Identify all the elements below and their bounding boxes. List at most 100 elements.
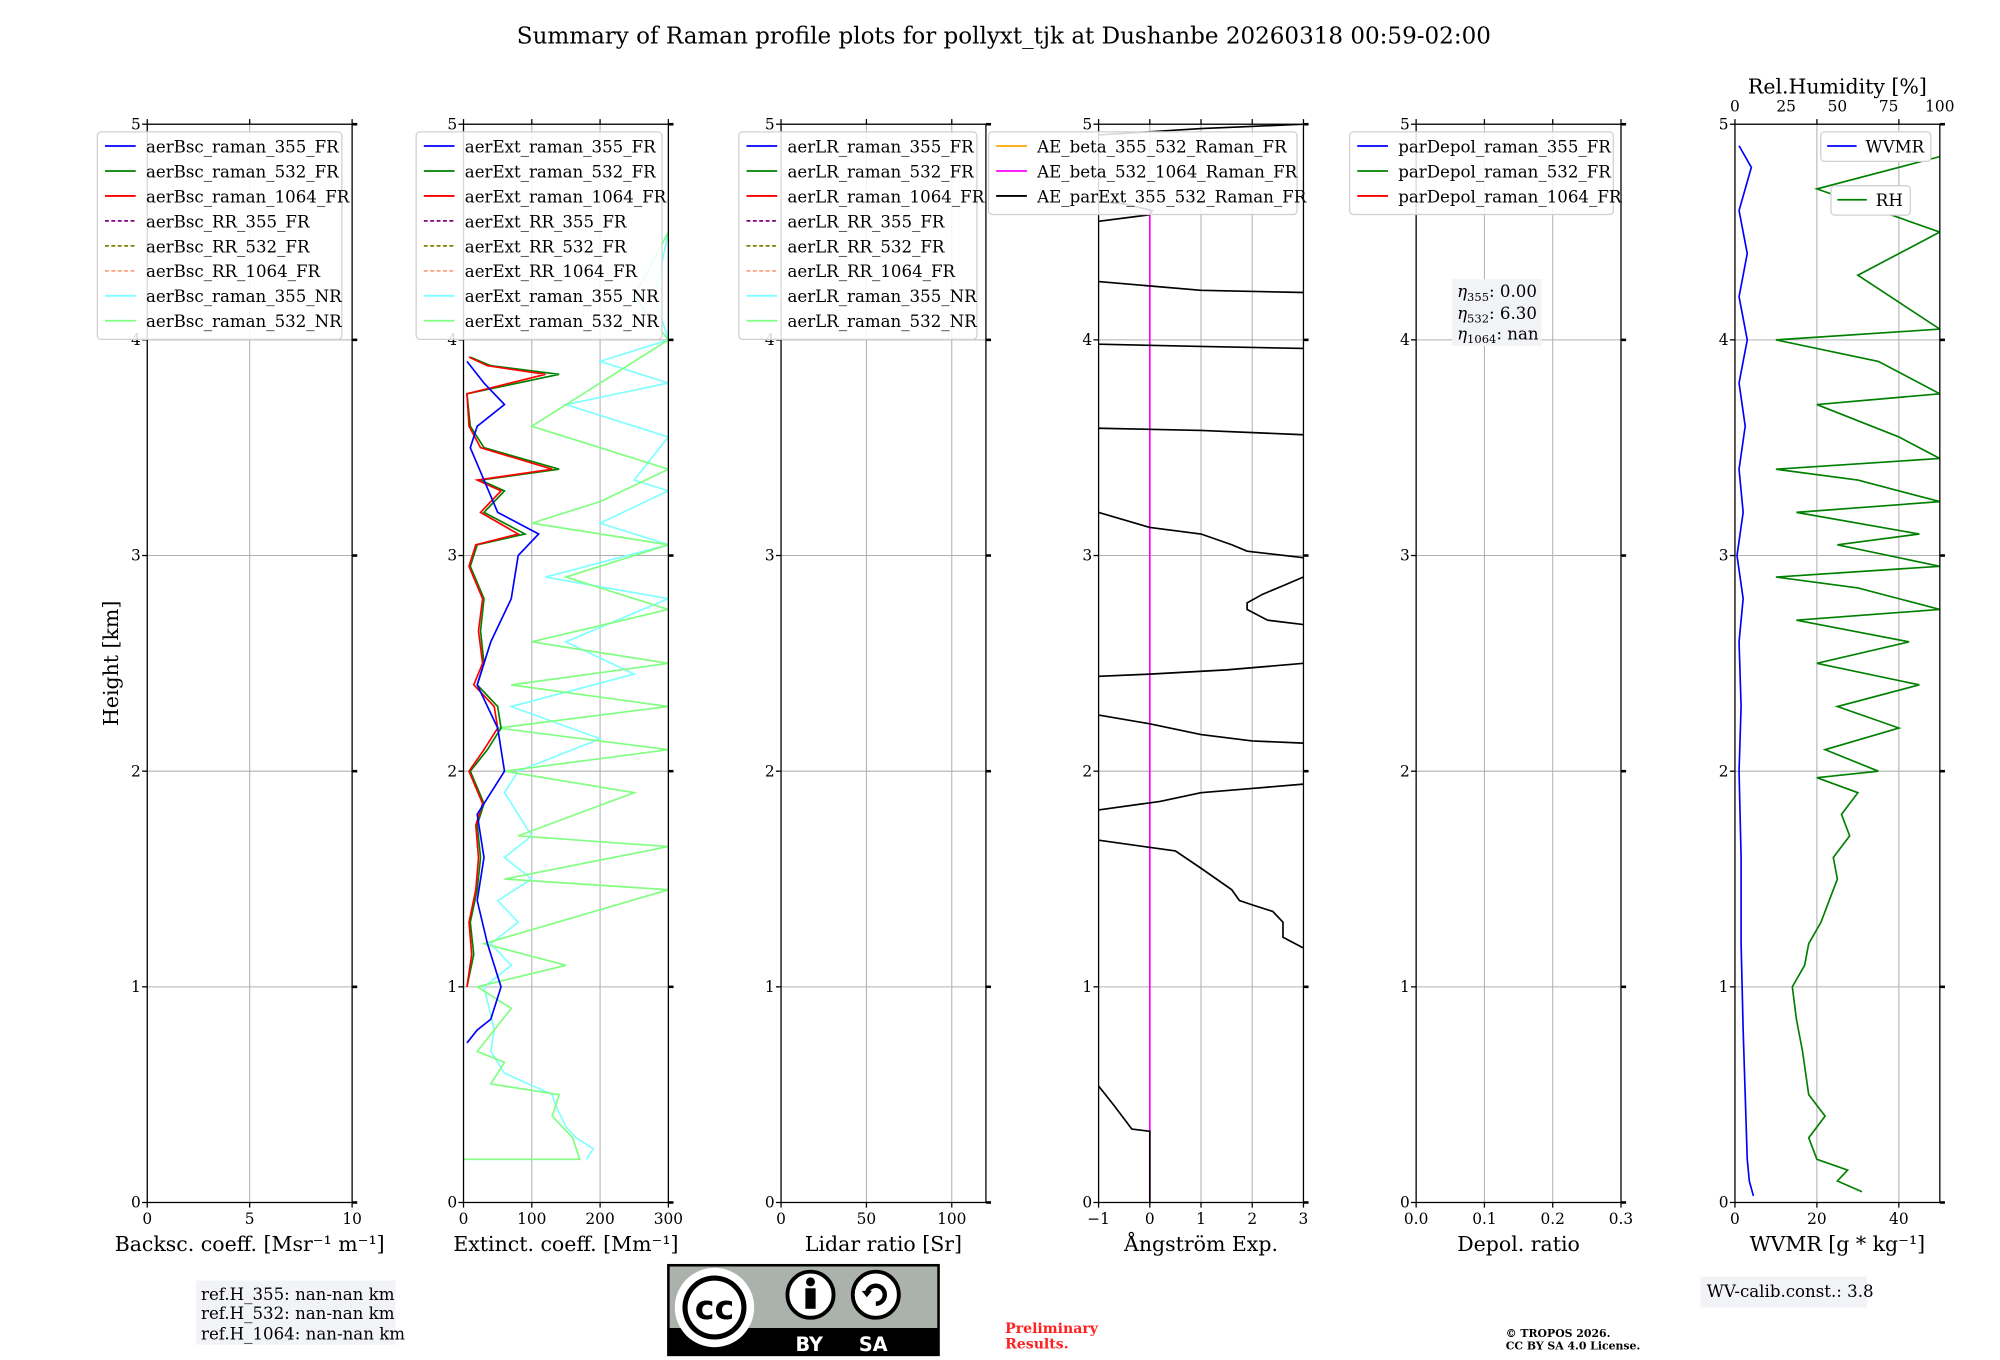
legend-box: [96, 131, 343, 340]
axes-frame: [462, 123, 670, 1204]
legend-entry: aerExt_RR_355_FR: [465, 212, 627, 231]
top-tick-label: 25: [1776, 97, 1796, 115]
x-tick-label: 0: [1145, 1210, 1155, 1228]
series-line-aerExt_raman_355_FR: [466, 360, 541, 1044]
legend-entry: aerBsc_raman_355_NR: [146, 287, 342, 306]
y-tick-label: 1: [447, 978, 457, 996]
legend-entry: parDepol_raman_532_FR: [1398, 162, 1611, 181]
legend: aerLR_raman_355_FR aerLR_raman_532_FR aerL…: [738, 131, 985, 340]
legend-entry: aerExt_raman_532_NR: [465, 312, 659, 331]
x-tick-label: 2: [1247, 1210, 1257, 1228]
y-tick-label: 0: [765, 1194, 775, 1212]
series-line-AE_parExt_355_532_Raman_FR: [1098, 783, 1304, 811]
legend-entry: aerLR_RR_532_FR: [787, 237, 944, 256]
eta-355: η355: 0.00: [1457, 282, 1537, 304]
legend-entry: aerBsc_raman_532_NR: [146, 312, 342, 331]
y-tick-label: 2: [1082, 762, 1092, 780]
refh-box: [195, 1280, 396, 1345]
legend: WVMR: [1820, 131, 1932, 162]
x-tick-label: 0.3: [1609, 1210, 1633, 1228]
x-tick-label: 0.2: [1540, 1210, 1564, 1228]
series-line-RH: [1775, 155, 1940, 1193]
x-tick-label: 3: [1299, 1210, 1309, 1228]
y-tick-label: 3: [447, 547, 457, 565]
legend-entry: aerBsc_RR_532_FR: [146, 237, 310, 256]
y-tick-label: 2: [1400, 762, 1410, 780]
y-tick-label: 4: [1082, 331, 1092, 349]
legend-entry: aerExt_raman_355_FR: [465, 137, 656, 156]
legend-box: [1830, 185, 1912, 216]
legend: aerBsc_raman_355_FR aerBsc_raman_532_FRae…: [96, 131, 350, 340]
top-tick-label: 75: [1879, 97, 1899, 115]
legend-entry: aerLR_raman_355_NR: [787, 287, 977, 306]
legend-entry: AE_beta_355_532_Raman_FR: [1036, 137, 1287, 156]
eta-box: [1451, 279, 1542, 346]
legend-box: [415, 131, 663, 340]
by-label: BY: [795, 1333, 824, 1356]
top-tick-label: 50: [1828, 97, 1848, 115]
x-axis-label: WVMR [g * kg⁻¹]: [1750, 1232, 1926, 1256]
refh-532: ref.H_532: nan-nan km: [201, 1304, 395, 1323]
series-line-AE_parExt_355_532_Raman_FR: [1098, 839, 1304, 949]
series-line-AE_parExt_355_532_Raman_FR: [1098, 343, 1304, 350]
x-axis-label: Backsc. coeff. [Msr⁻¹ m⁻¹]: [115, 1232, 385, 1256]
y-axis-label: Height [km]: [99, 601, 123, 726]
y-tick-label: 2: [1719, 762, 1729, 780]
legend: RH: [1830, 185, 1912, 216]
preliminary-line1: Preliminary: [1005, 1321, 1099, 1337]
y-tick-label: 3: [765, 547, 775, 565]
y-tick-label: 1: [765, 978, 775, 996]
series-group: [1098, 124, 1304, 1203]
series-line-aerExt_raman_355_NR: [483, 231, 669, 1160]
y-tick-label: 5: [1719, 115, 1729, 133]
y-tick-label: 4: [1400, 331, 1410, 349]
axes-frame: [1415, 123, 1622, 1204]
x-axis-label: Depol. ratio: [1457, 1232, 1580, 1256]
eta-1064: η1064: nan: [1457, 324, 1539, 346]
series-line-AE_parExt_355_532_Raman_FR: [1098, 1085, 1151, 1203]
series-line-AE_parExt_355_532_Raman_FR: [1246, 576, 1304, 626]
legend-entry: aerLR_RR_1064_FR: [787, 262, 955, 281]
legend-entry: AE_beta_532_1064_Raman_FR: [1036, 162, 1298, 181]
y-tick-label: 3: [1719, 547, 1729, 565]
series-group: [463, 231, 669, 1161]
legend-entry: aerLR_RR_355_FR: [787, 212, 944, 231]
legend-entry: aerLR_raman_532_FR: [787, 162, 974, 181]
legend-entry: WVMR: [1866, 137, 1925, 156]
series-line-aerExt_raman_1064_FR: [466, 356, 553, 987]
legend-entry: aerExt_raman_532_FR: [465, 162, 656, 181]
top-tick-label: 0: [1730, 97, 1740, 115]
y-tick-label: 2: [131, 762, 141, 780]
sa-share-icon: [850, 1269, 901, 1320]
y-tick-label: 0: [1082, 1194, 1092, 1212]
x-tick-label: 0: [1730, 1210, 1740, 1228]
legend-entry: aerBsc_raman_355_FR: [146, 137, 339, 156]
x-tick-label: 200: [585, 1210, 614, 1228]
series-line-AE_parExt_355_532_Raman_FR: [1098, 427, 1304, 436]
x-tick-label: 10: [342, 1210, 362, 1228]
x-tick-label: 50: [857, 1210, 877, 1228]
wv-calib-box: [1700, 1276, 1867, 1308]
x-tick-label: 20: [1807, 1210, 1827, 1228]
cc-by-sa-logo: cc BY SA: [667, 1263, 940, 1357]
x-tick-label: 0: [142, 1210, 152, 1228]
x-tick-label: 5: [245, 1210, 255, 1228]
series-line-WVMR: [1736, 145, 1755, 1197]
legend-entry: RH: [1876, 191, 1903, 210]
figure-title: Summary of Raman profile plots for polly…: [517, 24, 1491, 50]
legend-entry: aerLR_raman_355_FR: [787, 137, 974, 156]
y-tick-label: 5: [447, 115, 457, 133]
legend-box: [1820, 131, 1932, 162]
legend-entry: aerLR_raman_1064_FR: [787, 187, 984, 206]
y-tick-label: 5: [1400, 115, 1410, 133]
legend-box: [1348, 131, 1614, 216]
x-tick-label: 100: [937, 1210, 966, 1228]
refh-355: ref.H_355: nan-nan km: [201, 1285, 395, 1304]
x-tick-label: 40: [1889, 1210, 1909, 1228]
y-tick-label: 1: [131, 978, 141, 996]
y-tick-label: 0: [131, 1194, 141, 1212]
y-tick-label: 1: [1719, 978, 1729, 996]
panel-2: 0100200300012345Extinct. coeff. [Mm⁻¹]ae…: [415, 115, 683, 1256]
